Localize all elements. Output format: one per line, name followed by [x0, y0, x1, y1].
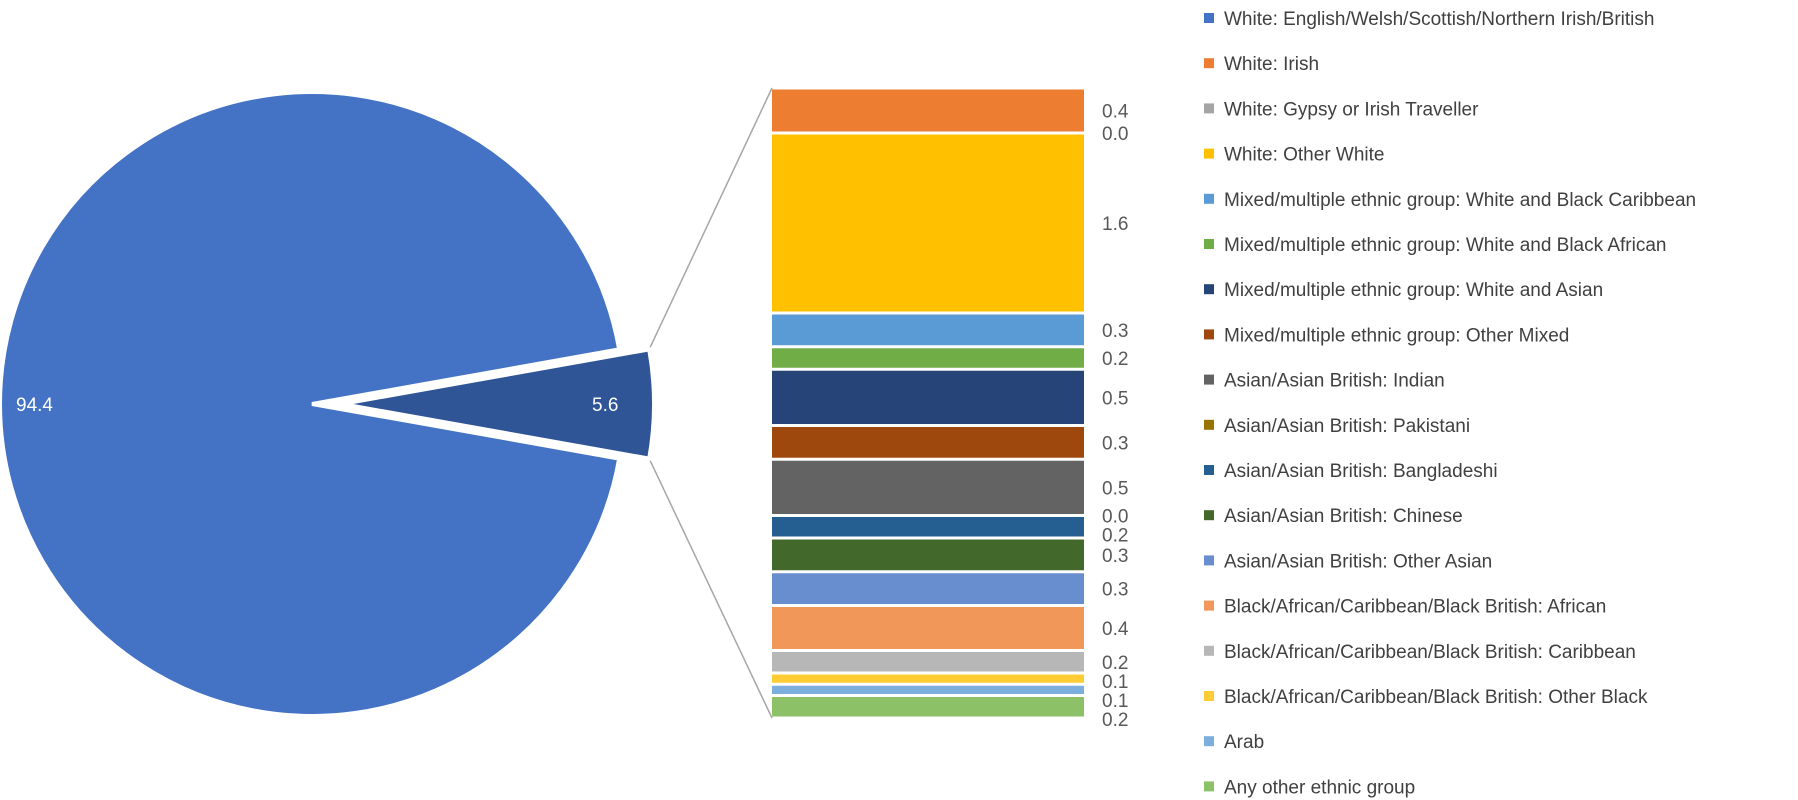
data-labels: 0.40.01.60.30.20.50.30.50.00.20.30.30.40… — [1102, 102, 1129, 731]
legend-swatch-9 — [1204, 374, 1214, 385]
bar-segment-8 — [772, 460, 1084, 514]
legend-label-17: Arab — [1224, 732, 1264, 753]
connector-bottom — [648, 458, 773, 719]
legend-label-9: Asian/Asian British: Indian — [1224, 371, 1445, 392]
legend-label-4: White: Other White — [1224, 145, 1385, 166]
legend-swatch-10 — [1204, 419, 1214, 430]
bar-segment-17 — [772, 697, 1084, 717]
bar-segment-14 — [772, 652, 1084, 672]
legend-label-18: Any other ethnic group — [1224, 777, 1415, 798]
data-label-16: 0.1 — [1102, 691, 1128, 712]
legend-swatch-3 — [1204, 103, 1214, 114]
legend-swatch-2 — [1204, 58, 1214, 69]
legend-label-16: Black/African/Caribbean/Black British: O… — [1224, 687, 1648, 708]
legend-swatch-15 — [1204, 645, 1214, 656]
legend-label-2: White: Irish — [1224, 54, 1319, 75]
bar-segment-15 — [772, 674, 1084, 683]
bar-segment-13 — [772, 607, 1084, 649]
bar-segment-10 — [772, 517, 1084, 537]
data-label-7: 0.3 — [1102, 433, 1128, 454]
legend-label-1: White: English/Welsh/Scottish/Northern I… — [1224, 9, 1654, 30]
legend-swatch-8 — [1204, 329, 1214, 340]
legend-swatch-17 — [1204, 736, 1214, 747]
legend-label-14: Black/African/Caribbean/Black British: A… — [1224, 597, 1606, 618]
legend-label-8: Mixed/multiple ethnic group: Other Mixed — [1224, 325, 1569, 346]
data-label-9: 0.0 — [1102, 507, 1128, 528]
legend-label-13: Asian/Asian British: Other Asian — [1224, 551, 1492, 572]
legend-label-6: Mixed/multiple ethnic group: White and B… — [1224, 235, 1667, 256]
stacked-bar — [772, 89, 1084, 717]
legend-swatch-7 — [1204, 284, 1214, 295]
pie: 94.4 5.6 — [0, 90, 656, 718]
data-label-8: 0.5 — [1102, 478, 1128, 499]
data-label-17: 0.2 — [1102, 710, 1128, 731]
bar-segment-5 — [772, 348, 1084, 368]
legend-swatch-6 — [1204, 239, 1214, 249]
legend-swatch-1 — [1204, 13, 1214, 23]
data-label-3: 1.6 — [1102, 214, 1128, 235]
bar-segment-11 — [772, 539, 1084, 571]
legend-swatch-13 — [1204, 555, 1214, 566]
legend-label-12: Asian/Asian British: Chinese — [1224, 506, 1463, 527]
bar-segment-3 — [772, 134, 1084, 312]
legend-label-3: White: Gypsy or Irish Traveller — [1224, 99, 1479, 120]
data-label-2: 0.0 — [1102, 124, 1128, 145]
legend-swatch-5 — [1204, 193, 1214, 204]
legend-label-11: Asian/Asian British: Bangladeshi — [1224, 461, 1498, 482]
legend-label-10: Asian/Asian British: Pakistani — [1224, 416, 1470, 437]
bar-segment-12 — [772, 573, 1084, 604]
bar-segment-6 — [772, 370, 1084, 424]
data-label-10: 0.2 — [1102, 526, 1128, 547]
bar-segment-7 — [772, 427, 1084, 458]
legend-swatch-4 — [1204, 148, 1214, 159]
data-label-6: 0.5 — [1102, 388, 1128, 409]
legend-label-5: Mixed/multiple ethnic group: White and B… — [1224, 190, 1696, 211]
legend-swatch-14 — [1204, 600, 1214, 611]
legend: White: English/Welsh/Scottish/Northern I… — [1204, 9, 1696, 798]
legend-swatch-12 — [1204, 510, 1214, 521]
legend-swatch-11 — [1204, 465, 1214, 475]
data-label-13: 0.4 — [1102, 619, 1129, 640]
pie-slice-main — [0, 90, 622, 718]
pie-label-other: 5.6 — [592, 395, 618, 416]
bar-segment-4 — [772, 314, 1084, 346]
data-label-15: 0.1 — [1102, 672, 1128, 693]
data-label-14: 0.2 — [1102, 653, 1128, 674]
pie-label-main: 94.4 — [16, 395, 53, 416]
data-label-12: 0.3 — [1102, 580, 1128, 601]
bar-segment-1 — [772, 89, 1084, 132]
pie-slice-other — [341, 347, 656, 461]
legend-label-7: Mixed/multiple ethnic group: White and A… — [1224, 280, 1603, 301]
connector-top — [648, 87, 773, 350]
data-label-4: 0.3 — [1102, 321, 1128, 342]
data-label-11: 0.3 — [1102, 546, 1128, 567]
legend-label-15: Black/African/Caribbean/Black British: C… — [1224, 642, 1636, 663]
legend-swatch-16 — [1204, 691, 1214, 701]
data-label-5: 0.2 — [1102, 349, 1128, 370]
legend-swatch-18 — [1204, 781, 1214, 792]
pie-bar-connector-lines — [648, 87, 773, 719]
data-label-1: 0.4 — [1102, 102, 1129, 123]
bar-segment-16 — [772, 685, 1084, 694]
